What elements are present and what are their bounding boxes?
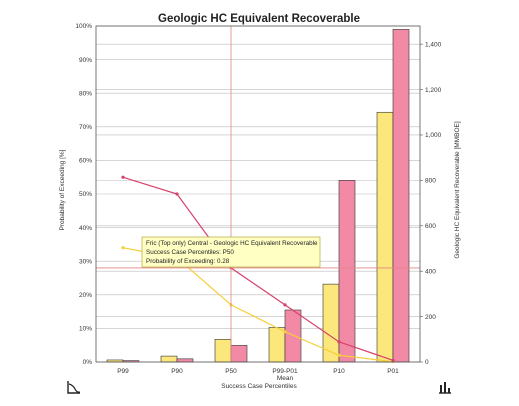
left-tick-label: 90% (79, 57, 92, 64)
bar (392, 29, 410, 363)
left-tick-label: 10% (79, 326, 92, 333)
bar (214, 338, 232, 363)
bar (284, 309, 302, 363)
line-point (337, 353, 341, 357)
line-point (175, 192, 179, 196)
tooltip-box (141, 236, 321, 268)
bar (230, 345, 248, 363)
bar (268, 327, 286, 363)
left-tick-label: 0% (83, 359, 93, 366)
left-tick-label: 80% (79, 90, 92, 97)
line-point (391, 358, 395, 362)
bar-chart-icon[interactable] (438, 380, 452, 397)
left-tick-label: 30% (79, 258, 92, 265)
line-point (337, 340, 341, 344)
left-tick-label: 70% (79, 124, 92, 131)
left-tick-label: 20% (79, 292, 92, 299)
x-tick-label: P50 (225, 368, 237, 375)
bar (338, 180, 356, 363)
x-tick-label: Mean (277, 375, 294, 382)
series-line (122, 176, 394, 361)
right-axis-ticks: 0 200 400 600 800 1,000 1,200 1,400 (420, 41, 442, 366)
line-point (283, 330, 287, 334)
distribution-icon[interactable] (67, 380, 81, 397)
gridlines (96, 25, 420, 363)
tooltip-line-2: Success Case Percentiles: P50 (146, 249, 234, 256)
right-tick-label: 600 (425, 223, 436, 230)
tooltip: Fric (Top only) Central - Geologic HC Eq… (141, 236, 321, 268)
tooltip-line-1: Fric (Top only) Central - Geologic HC Eq… (146, 240, 318, 247)
right-tick-label: 800 (425, 178, 436, 185)
left-tick-label: 40% (79, 225, 92, 232)
y-axis-label-left: Probability of Exceeding [%] (59, 149, 66, 230)
right-tick-label: 400 (425, 268, 436, 275)
bar (376, 111, 394, 363)
left-axis-ticks: 0% 10% 20% 30% 40% 50% 60% 70% 80% 90% 100% (75, 23, 92, 366)
x-tick-label: P01 (387, 368, 399, 375)
right-tick-label: 200 (425, 314, 436, 321)
axes (95, 25, 421, 363)
plot-frame (95, 25, 421, 363)
x-tick-label: P10 (333, 368, 345, 375)
bar (176, 358, 194, 363)
x-tick-label: P99-P01 (272, 368, 298, 375)
line-point (283, 303, 287, 307)
left-tick-label: 60% (79, 158, 92, 165)
bars (106, 29, 410, 363)
right-tick-label: 0 (425, 359, 429, 366)
line-point (121, 175, 125, 179)
bar (322, 283, 340, 363)
x-axis-label: Success Case Percentiles (221, 383, 297, 390)
left-tick-label: 50% (79, 191, 92, 198)
right-tick-label: 1,400 (425, 41, 442, 48)
tooltip-line-3: Probability of Exceeding: 0.28 (146, 258, 230, 265)
right-tick-label: 1,000 (425, 132, 442, 139)
y-axis-label-right: Geologic HC Equivalent Recoverable [MMBO… (454, 121, 461, 258)
x-tick-label: P99 (117, 368, 129, 375)
line-point (121, 246, 125, 250)
left-tick-label: 100% (75, 23, 92, 30)
crosshair (96, 26, 420, 362)
bar (160, 355, 178, 363)
chart-title: Geologic HC Equivalent Recoverable (158, 13, 360, 25)
right-tick-label: 1,200 (425, 87, 442, 94)
x-tick-label: P90 (171, 368, 183, 375)
